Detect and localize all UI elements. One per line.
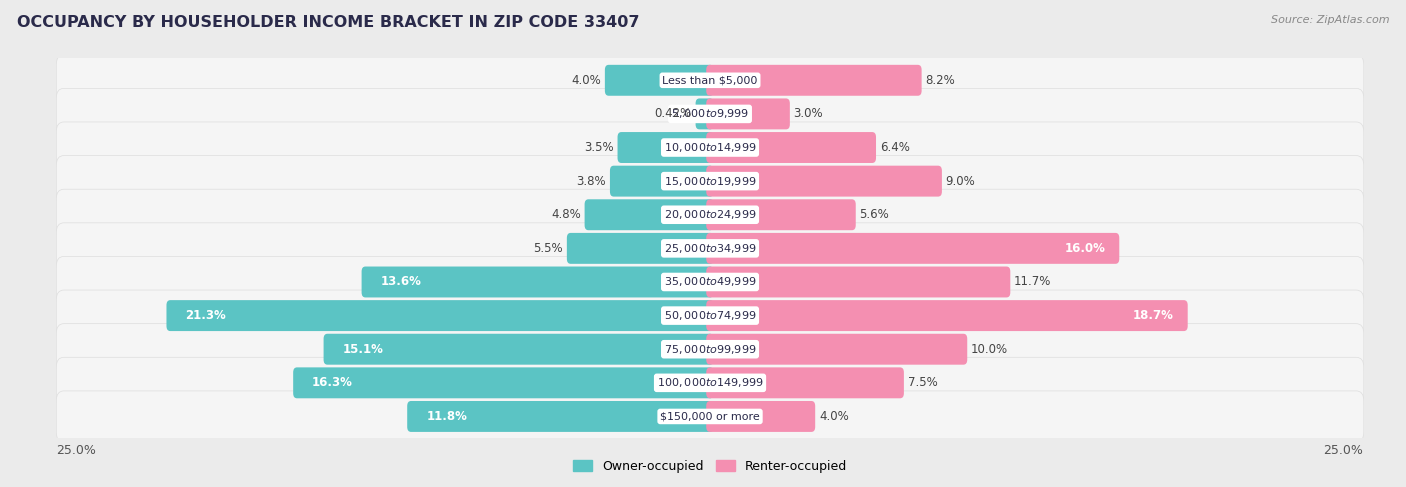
FancyBboxPatch shape (323, 334, 714, 365)
Text: 18.7%: 18.7% (1133, 309, 1174, 322)
Text: 8.2%: 8.2% (925, 74, 955, 87)
Text: 3.8%: 3.8% (576, 175, 606, 187)
Text: 11.8%: 11.8% (426, 410, 467, 423)
FancyBboxPatch shape (706, 367, 904, 398)
Text: $5,000 to $9,999: $5,000 to $9,999 (671, 108, 749, 120)
Text: $50,000 to $74,999: $50,000 to $74,999 (664, 309, 756, 322)
FancyBboxPatch shape (706, 266, 1011, 298)
FancyBboxPatch shape (56, 55, 1364, 106)
Text: 3.0%: 3.0% (793, 108, 824, 120)
Text: 16.3%: 16.3% (312, 376, 353, 389)
FancyBboxPatch shape (706, 98, 790, 130)
Text: $35,000 to $49,999: $35,000 to $49,999 (664, 276, 756, 288)
FancyBboxPatch shape (408, 401, 714, 432)
FancyBboxPatch shape (56, 357, 1364, 409)
Text: $100,000 to $149,999: $100,000 to $149,999 (657, 376, 763, 389)
FancyBboxPatch shape (706, 401, 815, 432)
Text: 6.4%: 6.4% (880, 141, 910, 154)
Text: $10,000 to $14,999: $10,000 to $14,999 (664, 141, 756, 154)
FancyBboxPatch shape (56, 324, 1364, 375)
FancyBboxPatch shape (617, 132, 714, 163)
Text: Source: ZipAtlas.com: Source: ZipAtlas.com (1271, 15, 1389, 25)
FancyBboxPatch shape (610, 166, 714, 197)
Text: 21.3%: 21.3% (186, 309, 226, 322)
Text: $15,000 to $19,999: $15,000 to $19,999 (664, 175, 756, 187)
FancyBboxPatch shape (56, 155, 1364, 206)
FancyBboxPatch shape (56, 223, 1364, 274)
FancyBboxPatch shape (706, 199, 856, 230)
Text: 3.5%: 3.5% (583, 141, 614, 154)
Text: OCCUPANCY BY HOUSEHOLDER INCOME BRACKET IN ZIP CODE 33407: OCCUPANCY BY HOUSEHOLDER INCOME BRACKET … (17, 15, 640, 30)
Text: 15.1%: 15.1% (343, 343, 384, 356)
Text: 13.6%: 13.6% (381, 276, 422, 288)
FancyBboxPatch shape (361, 266, 714, 298)
FancyBboxPatch shape (706, 334, 967, 365)
Text: 5.6%: 5.6% (859, 208, 889, 221)
FancyBboxPatch shape (605, 65, 714, 96)
Text: 16.0%: 16.0% (1064, 242, 1105, 255)
FancyBboxPatch shape (294, 367, 714, 398)
Text: $150,000 or more: $150,000 or more (661, 412, 759, 421)
FancyBboxPatch shape (56, 122, 1364, 173)
Text: $20,000 to $24,999: $20,000 to $24,999 (664, 208, 756, 221)
Text: $25,000 to $34,999: $25,000 to $34,999 (664, 242, 756, 255)
FancyBboxPatch shape (706, 132, 876, 163)
FancyBboxPatch shape (585, 199, 714, 230)
Text: 10.0%: 10.0% (972, 343, 1008, 356)
FancyBboxPatch shape (166, 300, 714, 331)
FancyBboxPatch shape (56, 290, 1364, 341)
FancyBboxPatch shape (706, 300, 1188, 331)
FancyBboxPatch shape (56, 189, 1364, 240)
Text: $75,000 to $99,999: $75,000 to $99,999 (664, 343, 756, 356)
Text: 4.0%: 4.0% (571, 74, 602, 87)
FancyBboxPatch shape (696, 98, 714, 130)
Text: 5.5%: 5.5% (533, 242, 562, 255)
Text: 11.7%: 11.7% (1014, 276, 1052, 288)
FancyBboxPatch shape (56, 391, 1364, 442)
Legend: Owner-occupied, Renter-occupied: Owner-occupied, Renter-occupied (568, 455, 852, 478)
FancyBboxPatch shape (56, 257, 1364, 307)
Text: 7.5%: 7.5% (908, 376, 938, 389)
Text: 4.8%: 4.8% (551, 208, 581, 221)
Text: Less than $5,000: Less than $5,000 (662, 75, 758, 85)
FancyBboxPatch shape (56, 88, 1364, 139)
FancyBboxPatch shape (706, 166, 942, 197)
FancyBboxPatch shape (706, 65, 921, 96)
Text: 0.42%: 0.42% (655, 108, 692, 120)
Text: 4.0%: 4.0% (818, 410, 849, 423)
FancyBboxPatch shape (706, 233, 1119, 264)
FancyBboxPatch shape (567, 233, 714, 264)
Text: 9.0%: 9.0% (946, 175, 976, 187)
